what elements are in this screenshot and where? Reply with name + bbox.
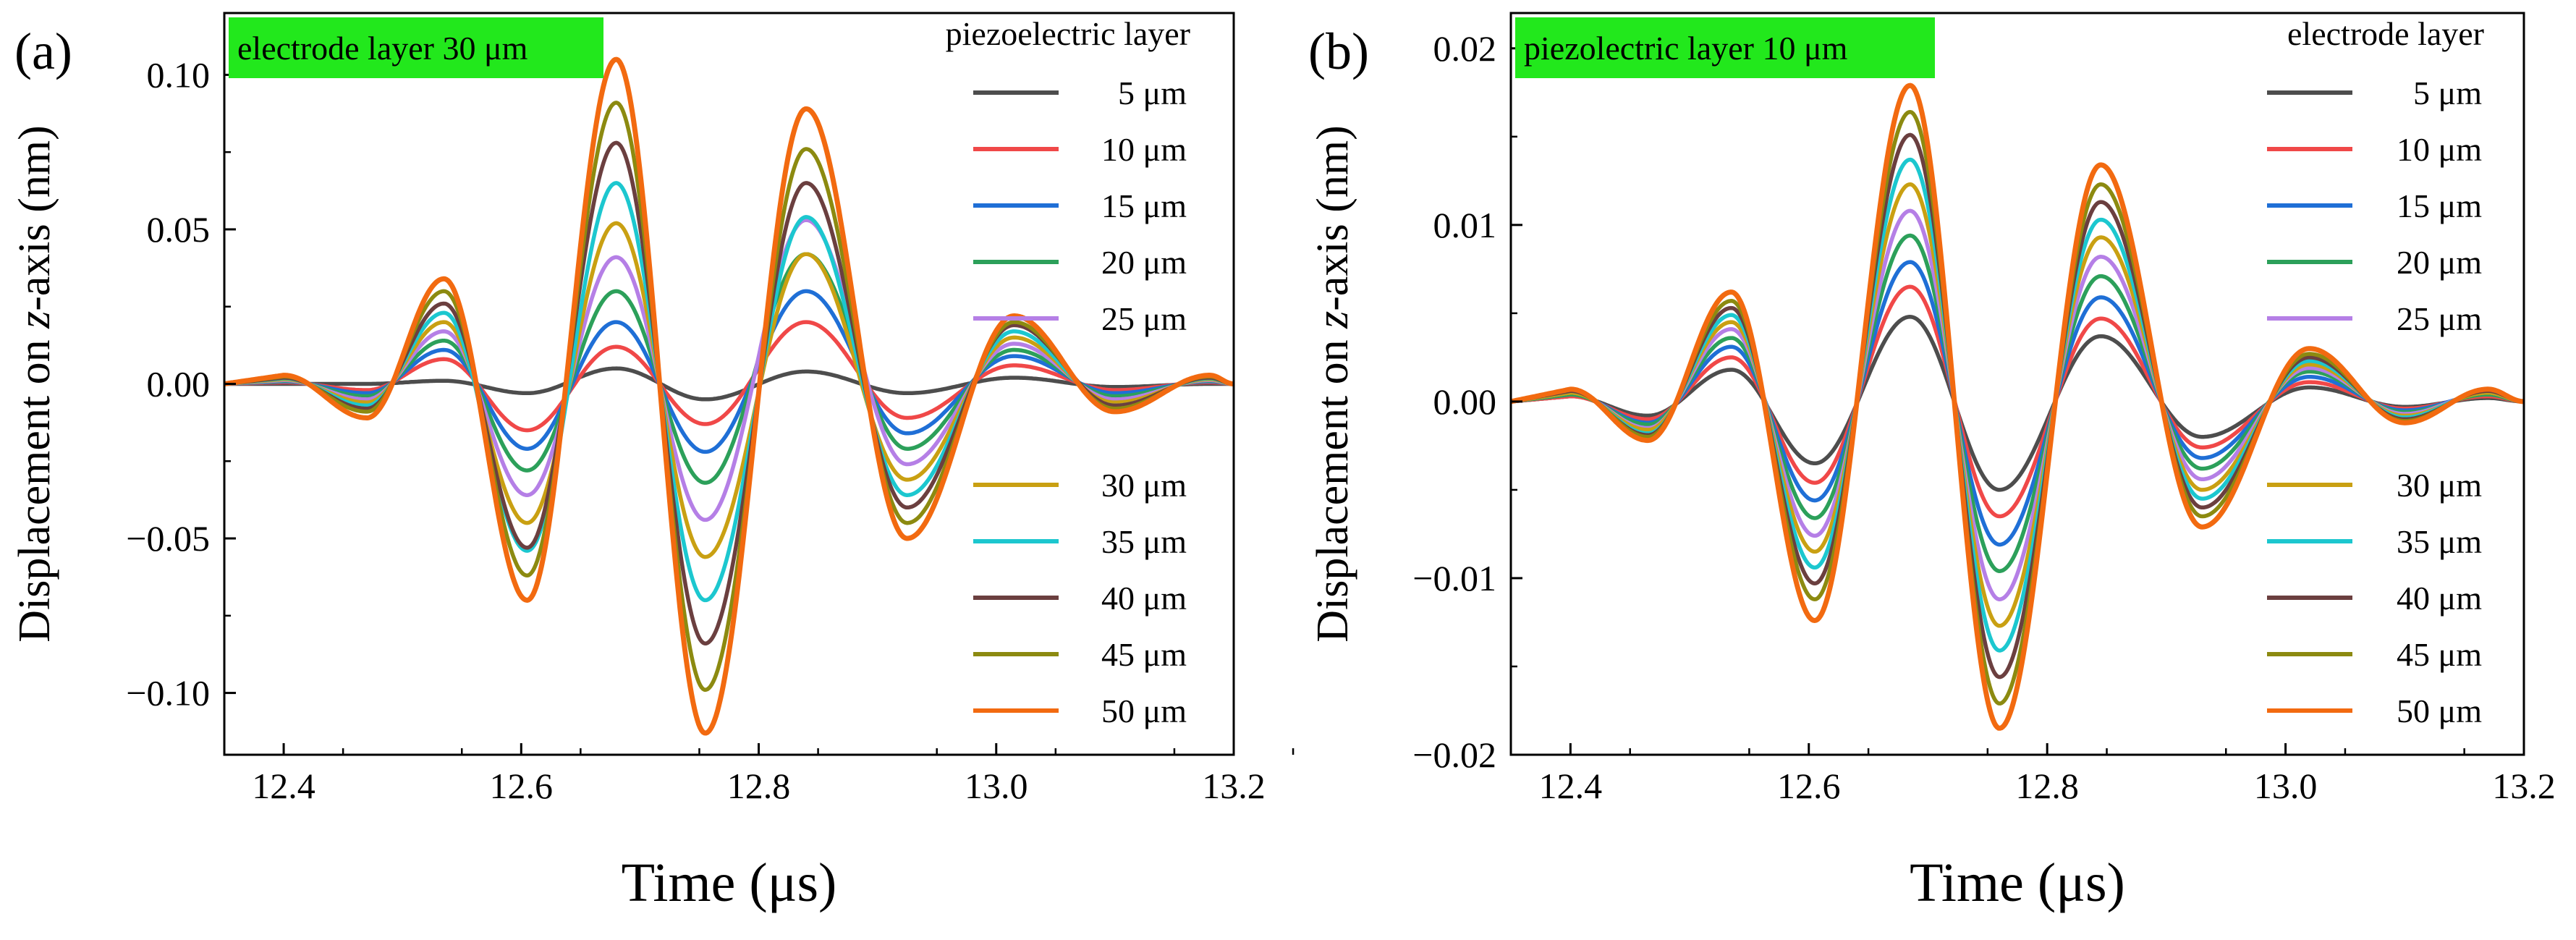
series-line-10: [1511, 82, 2524, 731]
x-tick-label: 12.6: [1777, 766, 1841, 806]
legend-entry-5: 25 μm: [2397, 300, 2482, 337]
series-group: [224, 56, 1234, 736]
y-tick-label: −0.02: [1412, 734, 1496, 775]
x-tick-label: 12.4: [1539, 766, 1603, 806]
y-tick-label: −0.05: [126, 518, 210, 559]
y-tick-label: 0.05: [147, 209, 211, 250]
series-line-10: [224, 56, 1234, 736]
y-axis-label-suffix: -axis (nm): [1308, 125, 1357, 311]
y-axis-label: Displacement on z-axis (nm): [10, 125, 59, 643]
y-axis-label-suffix: -axis (nm): [10, 125, 59, 311]
legend-entry-7: 35 μm: [2397, 523, 2482, 560]
legend-entry-1: 5 μm: [2413, 75, 2482, 111]
panel-a: 12.4 12.6 12.8 13.0 13.2 −0.10 −0.05 0.00 0.05 0.…: [10, 12, 1295, 913]
x-tick-label: 13.2: [2492, 766, 2556, 806]
y-axis-label-italic: z: [10, 311, 59, 329]
tag-background: [1515, 17, 1935, 78]
series-line-3: [224, 289, 1234, 454]
plot-frame: [1509, 12, 2525, 756]
tag-background: [229, 17, 603, 78]
x-tick-label: 13.0: [2254, 766, 2318, 806]
legend-entry-4: 20 μm: [1101, 244, 1187, 281]
y-axis-label-prefix: Displacement on: [10, 329, 59, 643]
legend-entry-10: 50 μm: [2397, 693, 2482, 729]
legend-entry-9: 45 μm: [1101, 636, 1187, 673]
x-tick-label: 12.4: [252, 766, 315, 806]
legend-entry-5: 25 μm: [1101, 300, 1187, 337]
y-tick-label: −0.01: [1412, 558, 1496, 598]
x-axis-label: Time (μs): [622, 852, 837, 913]
y-tick-label: −0.10: [126, 673, 210, 714]
y-tick-label: 0.02: [1433, 28, 1497, 69]
x-axis-label: Time (μs): [1910, 852, 2125, 913]
panel-b: 12.4 12.6 12.8 13.0 13.2 −0.02 −0.01 0.00 0.01 0.…: [1308, 12, 2556, 913]
x-tick-label: 13.2: [1202, 766, 1266, 806]
y-tick-label: 0.01: [1433, 205, 1497, 245]
panel-label: (a): [14, 22, 72, 80]
legend-entry-6: 30 μm: [1101, 467, 1187, 504]
panel-label: (b): [1308, 22, 1369, 80]
x-tick-label: 12.6: [490, 766, 554, 806]
y-axis-label-prefix: Displacement on: [1308, 329, 1357, 643]
legend-entry-8: 40 μm: [1101, 580, 1187, 617]
legend-entry-10: 50 μm: [1101, 693, 1187, 729]
legend-entry-2: 10 μm: [1101, 131, 1187, 168]
legend-entry-3: 15 μm: [1101, 187, 1187, 224]
tag-label: electrode layer 30 μm: [237, 30, 528, 67]
y-tick-label: 0.10: [147, 54, 211, 95]
legend-entry-2: 10 μm: [2397, 131, 2482, 168]
x-tick-label: 13.0: [965, 766, 1028, 806]
legend-entry-1: 5 μm: [1118, 75, 1187, 111]
tag-label: piezolectric layer 10 μm: [1524, 30, 1848, 67]
series-line-4: [224, 252, 1234, 485]
y-axis-label: Displacement on z-axis (nm): [1308, 125, 1357, 643]
legend-entry-3: 15 μm: [2397, 187, 2482, 224]
legend-entry-9: 45 μm: [2397, 636, 2482, 673]
series-line-5: [224, 218, 1234, 522]
legend-entry-7: 35 μm: [1101, 523, 1187, 560]
x-tick-label: 12.8: [2015, 766, 2079, 806]
legend-title: piezoelectric layer: [946, 15, 1190, 52]
y-tick-label: 0.00: [1433, 381, 1497, 422]
legend-entry-4: 20 μm: [2397, 244, 2482, 281]
x-tick-label: 12.8: [727, 766, 791, 806]
y-axis-label-italic: z: [1308, 311, 1357, 329]
series-group: [1511, 82, 2524, 731]
legend-entry-6: 30 μm: [2397, 467, 2482, 504]
legend-entry-8: 40 μm: [2397, 580, 2482, 617]
legend-title: electrode layer: [2287, 15, 2484, 52]
y-tick-label: 0.00: [147, 364, 211, 405]
